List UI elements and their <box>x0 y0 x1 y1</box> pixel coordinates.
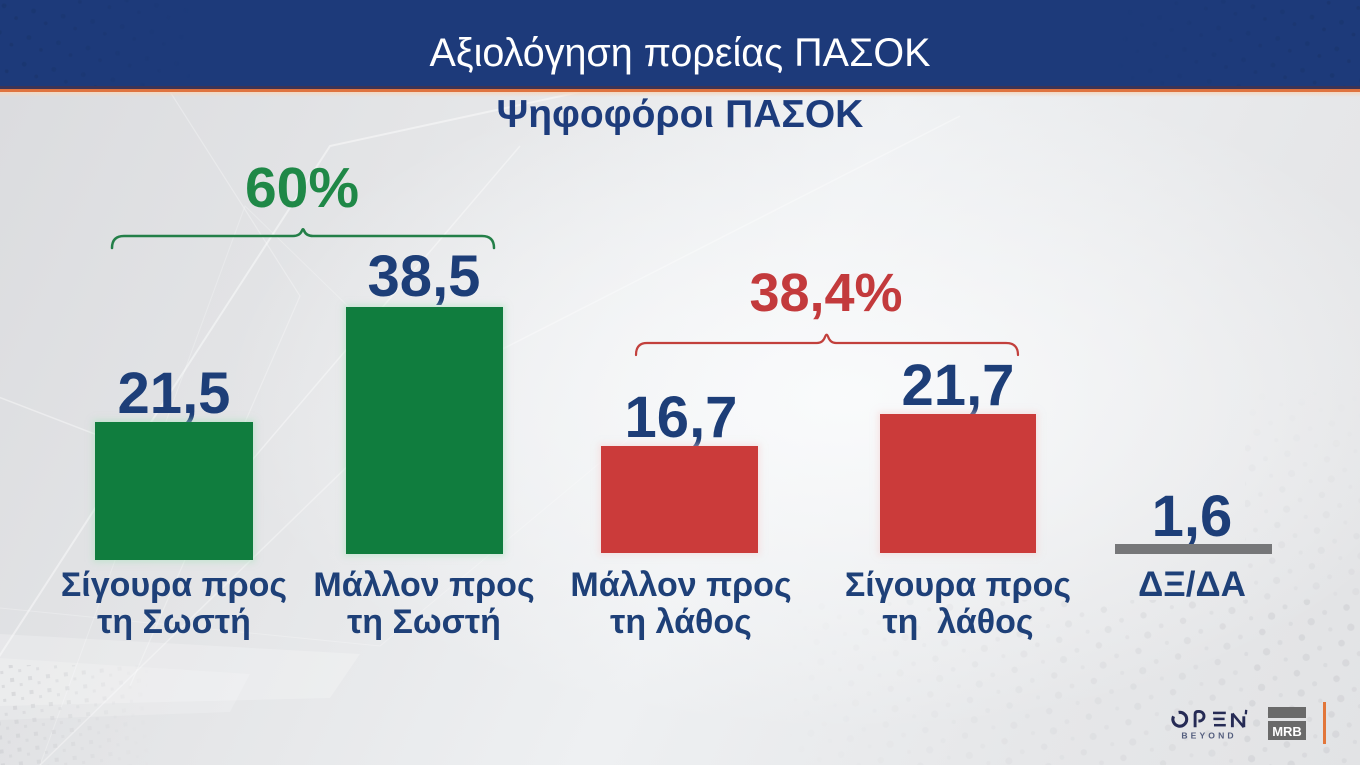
svg-text:BEYOND: BEYOND <box>1181 731 1236 741</box>
